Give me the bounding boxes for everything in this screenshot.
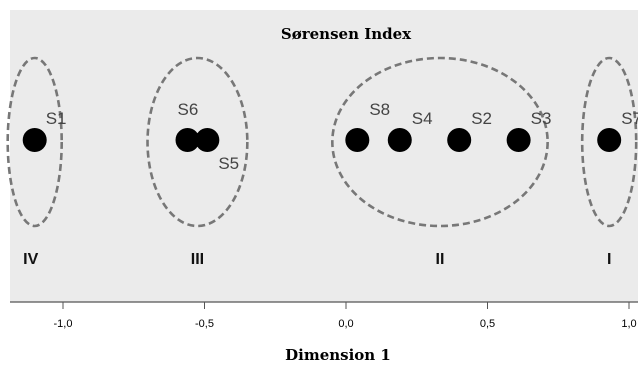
- point-label: S8: [369, 100, 390, 119]
- group-ellipses: [6, 56, 638, 228]
- point-label: S2: [471, 109, 492, 128]
- point-label: S4: [412, 109, 433, 128]
- group-ellipse: [580, 56, 638, 228]
- data-point: [195, 128, 220, 152]
- group-ellipse: [331, 56, 549, 228]
- data-point: [22, 128, 47, 152]
- point-label: S6: [178, 100, 199, 119]
- data-point: [345, 128, 370, 152]
- group-label: I: [607, 251, 611, 268]
- group-ellipse: [146, 56, 249, 228]
- point-label: S5: [218, 154, 239, 173]
- group-label: III: [191, 251, 204, 268]
- x-tick-label: -1,0: [54, 318, 73, 330]
- x-tick-label: -0,5: [195, 318, 214, 330]
- x-axis-label: Dimension 1: [285, 346, 391, 364]
- point-label: S3: [531, 109, 552, 128]
- point-label: S1: [46, 109, 67, 128]
- group-label: II: [436, 251, 445, 268]
- x-tick-label: 0,5: [480, 318, 495, 330]
- data-point: [387, 128, 412, 152]
- x-axis-ticks: -1,0 -0,5 0,0 0,5 1,0: [54, 302, 637, 330]
- x-tick-label: 0,0: [338, 318, 353, 330]
- plot-background: [10, 10, 638, 302]
- chart-title: Sørensen Index: [281, 25, 412, 43]
- data-point: [597, 128, 622, 152]
- data-point: [175, 128, 200, 152]
- data-point: [447, 128, 472, 152]
- point-label: S7: [621, 109, 638, 128]
- group-label: IV: [23, 251, 38, 268]
- x-tick-label: 1,0: [621, 318, 636, 330]
- data-points: [22, 128, 622, 152]
- point-labels: S1 S6 S5 S8 S4 S2 S3 S7: [46, 100, 638, 173]
- data-point: [506, 128, 531, 152]
- group-labels: IV III II I: [23, 251, 611, 268]
- group-ellipse: [6, 56, 64, 228]
